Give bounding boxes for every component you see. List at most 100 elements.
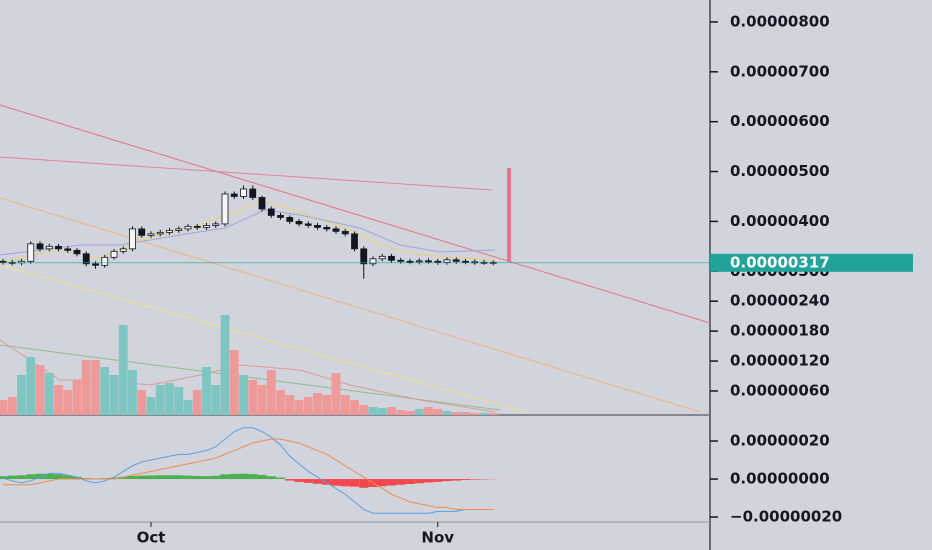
volume-bar	[72, 380, 82, 415]
histogram-bar	[44, 473, 54, 480]
histogram-bar	[294, 479, 304, 482]
volume-bar	[54, 385, 63, 415]
histogram-bar	[460, 479, 471, 480]
candle-body	[240, 188, 247, 197]
candle-body	[452, 259, 460, 262]
y-tick-label: 0.00000240	[730, 292, 830, 310]
candle-body	[193, 225, 201, 228]
candle-body	[203, 225, 210, 228]
candle-body	[175, 228, 183, 231]
candle-body	[406, 260, 414, 263]
histogram-bar	[285, 479, 295, 481]
volume-bar	[137, 390, 147, 415]
histogram-bar	[63, 475, 73, 480]
candle-body	[73, 249, 81, 255]
volume-bar	[81, 360, 91, 415]
histogram-bar	[377, 479, 387, 487]
histogram-bar	[331, 479, 341, 486]
histogram-bar	[257, 474, 267, 480]
volume-bar	[257, 385, 267, 415]
volume-bar	[26, 357, 36, 415]
candle-body	[286, 217, 294, 222]
volume-bar	[0, 400, 8, 415]
last-price-box	[710, 253, 913, 272]
histogram-bar	[174, 475, 184, 480]
histogram-bar	[109, 477, 119, 480]
histogram-bar	[312, 479, 323, 484]
x-tick-label: Oct	[137, 529, 166, 547]
candle-body	[258, 197, 266, 210]
volume-bar	[488, 413, 498, 415]
macd-line	[2, 427, 494, 514]
candle-body	[55, 245, 62, 250]
volume-bar	[155, 385, 165, 415]
volume-bar	[100, 367, 110, 415]
histogram-bar	[35, 473, 45, 480]
x-tick-label: Nov	[421, 529, 454, 547]
volume-bar	[303, 397, 313, 415]
candle-body	[184, 225, 192, 230]
volume-bar	[174, 387, 184, 415]
candle-body	[64, 248, 72, 251]
volume-bar	[266, 370, 276, 415]
histogram-bar	[386, 479, 397, 486]
candle-body	[425, 260, 432, 263]
histogram-bar	[266, 476, 276, 480]
histogram-bar	[16, 475, 27, 480]
volume-bar	[350, 400, 359, 415]
histogram-bar	[414, 479, 424, 484]
histogram-bar	[220, 474, 230, 480]
volume-bar	[44, 373, 54, 415]
plot-area: 0.00000800 0.00000700 0.00000600 0.00000500…	[0, 12, 913, 547]
trend-line	[0, 197, 701, 413]
candle-body	[304, 223, 312, 226]
y-tick-label: 0.00000600	[730, 112, 830, 130]
histogram-bar	[0, 476, 8, 480]
candle-body	[230, 193, 238, 197]
trend-line	[0, 264, 526, 413]
volume-bar	[118, 325, 128, 415]
histogram-bar	[359, 479, 369, 488]
histogram-bar	[183, 475, 193, 480]
volume-bar	[405, 411, 415, 415]
volume-bar	[387, 407, 396, 415]
volume-bar	[91, 360, 100, 415]
histogram-bar	[423, 479, 434, 483]
volume-bar	[424, 407, 433, 415]
volume-bar	[313, 393, 322, 415]
volume-bar	[340, 395, 350, 415]
trend-line	[0, 104, 711, 324]
volume-bar	[414, 409, 424, 415]
candle-body	[212, 223, 220, 226]
y-tick-label: 0.00000800	[730, 12, 830, 30]
candle-body	[351, 233, 358, 250]
y-tick-label: 0.00000020	[730, 432, 830, 450]
histogram-bar	[451, 479, 461, 481]
histogram-bar	[303, 479, 313, 483]
histogram-bar	[137, 475, 147, 480]
candle-body	[277, 215, 284, 218]
volume-bar	[35, 365, 45, 415]
histogram-bar	[433, 479, 443, 482]
volume-bar	[461, 412, 470, 415]
histogram-bar	[238, 473, 249, 480]
candle-body	[295, 221, 303, 225]
candle-body	[45, 245, 53, 250]
candle-body	[360, 248, 368, 265]
volume-bar	[331, 373, 341, 415]
volume-bar	[63, 390, 73, 415]
volume-bar	[211, 385, 221, 415]
candle-body	[221, 193, 229, 225]
histogram-bar	[7, 475, 17, 480]
volume-bar	[276, 390, 285, 415]
candle-body	[267, 208, 275, 216]
volume-bar	[322, 395, 332, 415]
volume-bar	[285, 395, 295, 415]
candle-body	[27, 243, 35, 262]
candle-body	[156, 231, 164, 235]
volume-bar	[220, 315, 230, 415]
candle-body	[0, 260, 7, 263]
histogram-bar	[53, 474, 64, 480]
